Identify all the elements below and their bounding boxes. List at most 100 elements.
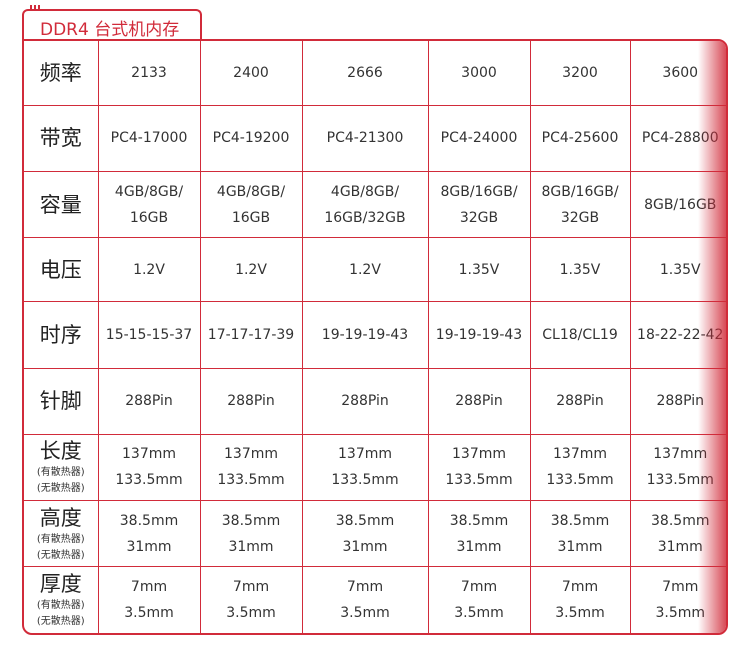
table-cell: 7mm 3.5mm [529, 566, 631, 633]
table-row: 长度 (有散热器) (无散热器) 137mm 133.5mm 137mm 133.5mm 13… [24, 433, 726, 502]
row-label-sub: (有散热器) [36, 467, 85, 479]
cell-text: 137mm [553, 446, 607, 463]
table-cell: PC4-25600 [529, 104, 631, 172]
table-cell: 2133 [97, 41, 201, 106]
table-cell: 288Pin [301, 367, 429, 435]
cell-text: 1.2V [349, 261, 381, 278]
cell-text: 137mm [224, 446, 278, 463]
cell-text: 19-19-19-43 [321, 326, 409, 343]
cell-text: 1.35V [458, 261, 500, 278]
cell-text: PC4-25600 [541, 130, 619, 147]
cell-text: 3000 [461, 64, 497, 81]
row-label-sub: (有散热器) [36, 600, 85, 612]
cell-text: 7mm [561, 579, 599, 596]
table-cell: 1.35V [427, 237, 531, 303]
cell-text: 31mm [657, 538, 703, 555]
cell-text: 288Pin [556, 393, 604, 410]
row-label-text: 厚度 [39, 572, 82, 597]
table-row: 频率 2133 2400 2666 3000 3200 3600 [24, 41, 726, 106]
table-cell: 8GB/16GB [629, 170, 726, 239]
table-cell: PC4-21300 [301, 104, 429, 172]
table-cell: 19-19-19-43 [301, 301, 429, 369]
table-cell: 288Pin [529, 367, 631, 435]
row-label-text: 时序 [39, 322, 82, 347]
cell-text: 133.5mm [331, 472, 399, 489]
cell-text: 15-15-15-37 [105, 326, 193, 343]
cell-text: 2400 [233, 64, 269, 81]
table-cell: 2400 [199, 41, 303, 106]
table-cell: 19-19-19-43 [427, 301, 531, 369]
title-tab: DDR4 台式机内存 [22, 5, 202, 40]
table-row: 厚度 (有散热器) (无散热器) 7mm 3.5mm 7mm 3.5mm 7mm 3.5mm 7m… [24, 566, 726, 633]
table-cell: 1.2V [199, 237, 303, 303]
table-cell: 2666 [301, 41, 429, 106]
cell-text: 32GB [459, 209, 499, 226]
cell-text: 3.5mm [340, 605, 390, 622]
cell-text: 38.5mm [449, 512, 509, 529]
table-cell: 137mm 133.5mm [427, 433, 531, 502]
cell-text: PC4-24000 [440, 130, 518, 147]
table-cell: 137mm 133.5mm [199, 433, 303, 502]
cell-text: 137mm [452, 446, 506, 463]
cell-text: 7mm [130, 579, 168, 596]
row-label-text: 带宽 [39, 126, 82, 151]
table-cell: 7mm 3.5mm [427, 566, 531, 633]
cell-text: 38.5mm [651, 512, 710, 529]
table-cell: 4GB/8GB/16GB [199, 170, 303, 239]
table-cell: 38.5mm 31mm [199, 499, 303, 568]
table-cell: 288Pin [97, 367, 201, 435]
table-cell: 4GB/8GB/16GB/32GB [301, 170, 429, 239]
table-cell: 1.2V [301, 237, 429, 303]
cell-text: 16GB/32GB [324, 209, 406, 226]
row-label-text: 针脚 [39, 389, 82, 414]
cell-text: 8GB/16GB [644, 196, 717, 213]
cell-text: 133.5mm [115, 472, 183, 489]
cell-text: 38.5mm [119, 512, 179, 529]
table-row: 高度 (有散热器) (无散热器) 38.5mm 31mm 38.5mm 31mm 38.5mm… [24, 499, 726, 568]
cell-text: 4GB/8GB/ [216, 183, 286, 200]
cell-text: 3.5mm [124, 605, 174, 622]
row-label: 时序 [24, 301, 99, 369]
cell-text: 288Pin [656, 393, 705, 410]
cell-text: 288Pin [227, 393, 275, 410]
cell-text: 4GB/8GB/ [330, 183, 400, 200]
cell-text: 133.5mm [217, 472, 285, 489]
cell-text: 3.5mm [226, 605, 276, 622]
row-label: 长度 (有散热器) (无散热器) [24, 433, 99, 502]
table-cell: 137mm 133.5mm [97, 433, 201, 502]
table-cell: 137mm 133.5mm [629, 433, 726, 502]
row-label-sub: (无散热器) [36, 616, 85, 628]
cell-text: 7mm [232, 579, 270, 596]
table-cell: 1.35V [529, 237, 631, 303]
cell-text: 31mm [126, 538, 172, 555]
cell-text: 133.5mm [546, 472, 614, 489]
table-cell: 288Pin [427, 367, 531, 435]
cell-text: 32GB [560, 209, 600, 226]
cell-text: 31mm [456, 538, 502, 555]
table-cell: 3600 [629, 41, 726, 106]
row-label: 厚度 (有散热器) (无散热器) [24, 566, 99, 633]
table-cell: 38.5mm 31mm [301, 499, 429, 568]
cell-text: 1.35V [659, 261, 701, 278]
table-cell: 1.2V [97, 237, 201, 303]
row-label: 容量 [24, 170, 99, 239]
table-cell: 18-22-22-42 [629, 301, 726, 369]
cell-text: 3600 [662, 64, 699, 81]
cell-text: 16GB [129, 209, 169, 226]
cell-text: 133.5mm [646, 472, 714, 489]
row-label: 针脚 [24, 367, 99, 435]
cell-text: 7mm [460, 579, 498, 596]
cell-text: 288Pin [125, 393, 173, 410]
table-cell: 4GB/8GB/16GB [97, 170, 201, 239]
table-row: 时序 15-15-15-37 17-17-17-39 19-19-19-43 19-19… [24, 301, 726, 369]
table-row: 带宽 PC4-17000 PC4-19200 PC4-21300 PC4-24000 PC… [24, 104, 726, 172]
cell-text: 31mm [557, 538, 603, 555]
tab-decoration [30, 5, 40, 11]
row-label: 频率 [24, 41, 99, 106]
table-cell: 7mm 3.5mm [199, 566, 303, 633]
cell-text: 3.5mm [454, 605, 504, 622]
cell-text: 7mm [346, 579, 384, 596]
row-label: 高度 (有散热器) (无散热器) [24, 499, 99, 568]
cell-text: PC4-28800 [641, 130, 719, 147]
table-cell: 8GB/16GB/32GB [529, 170, 631, 239]
